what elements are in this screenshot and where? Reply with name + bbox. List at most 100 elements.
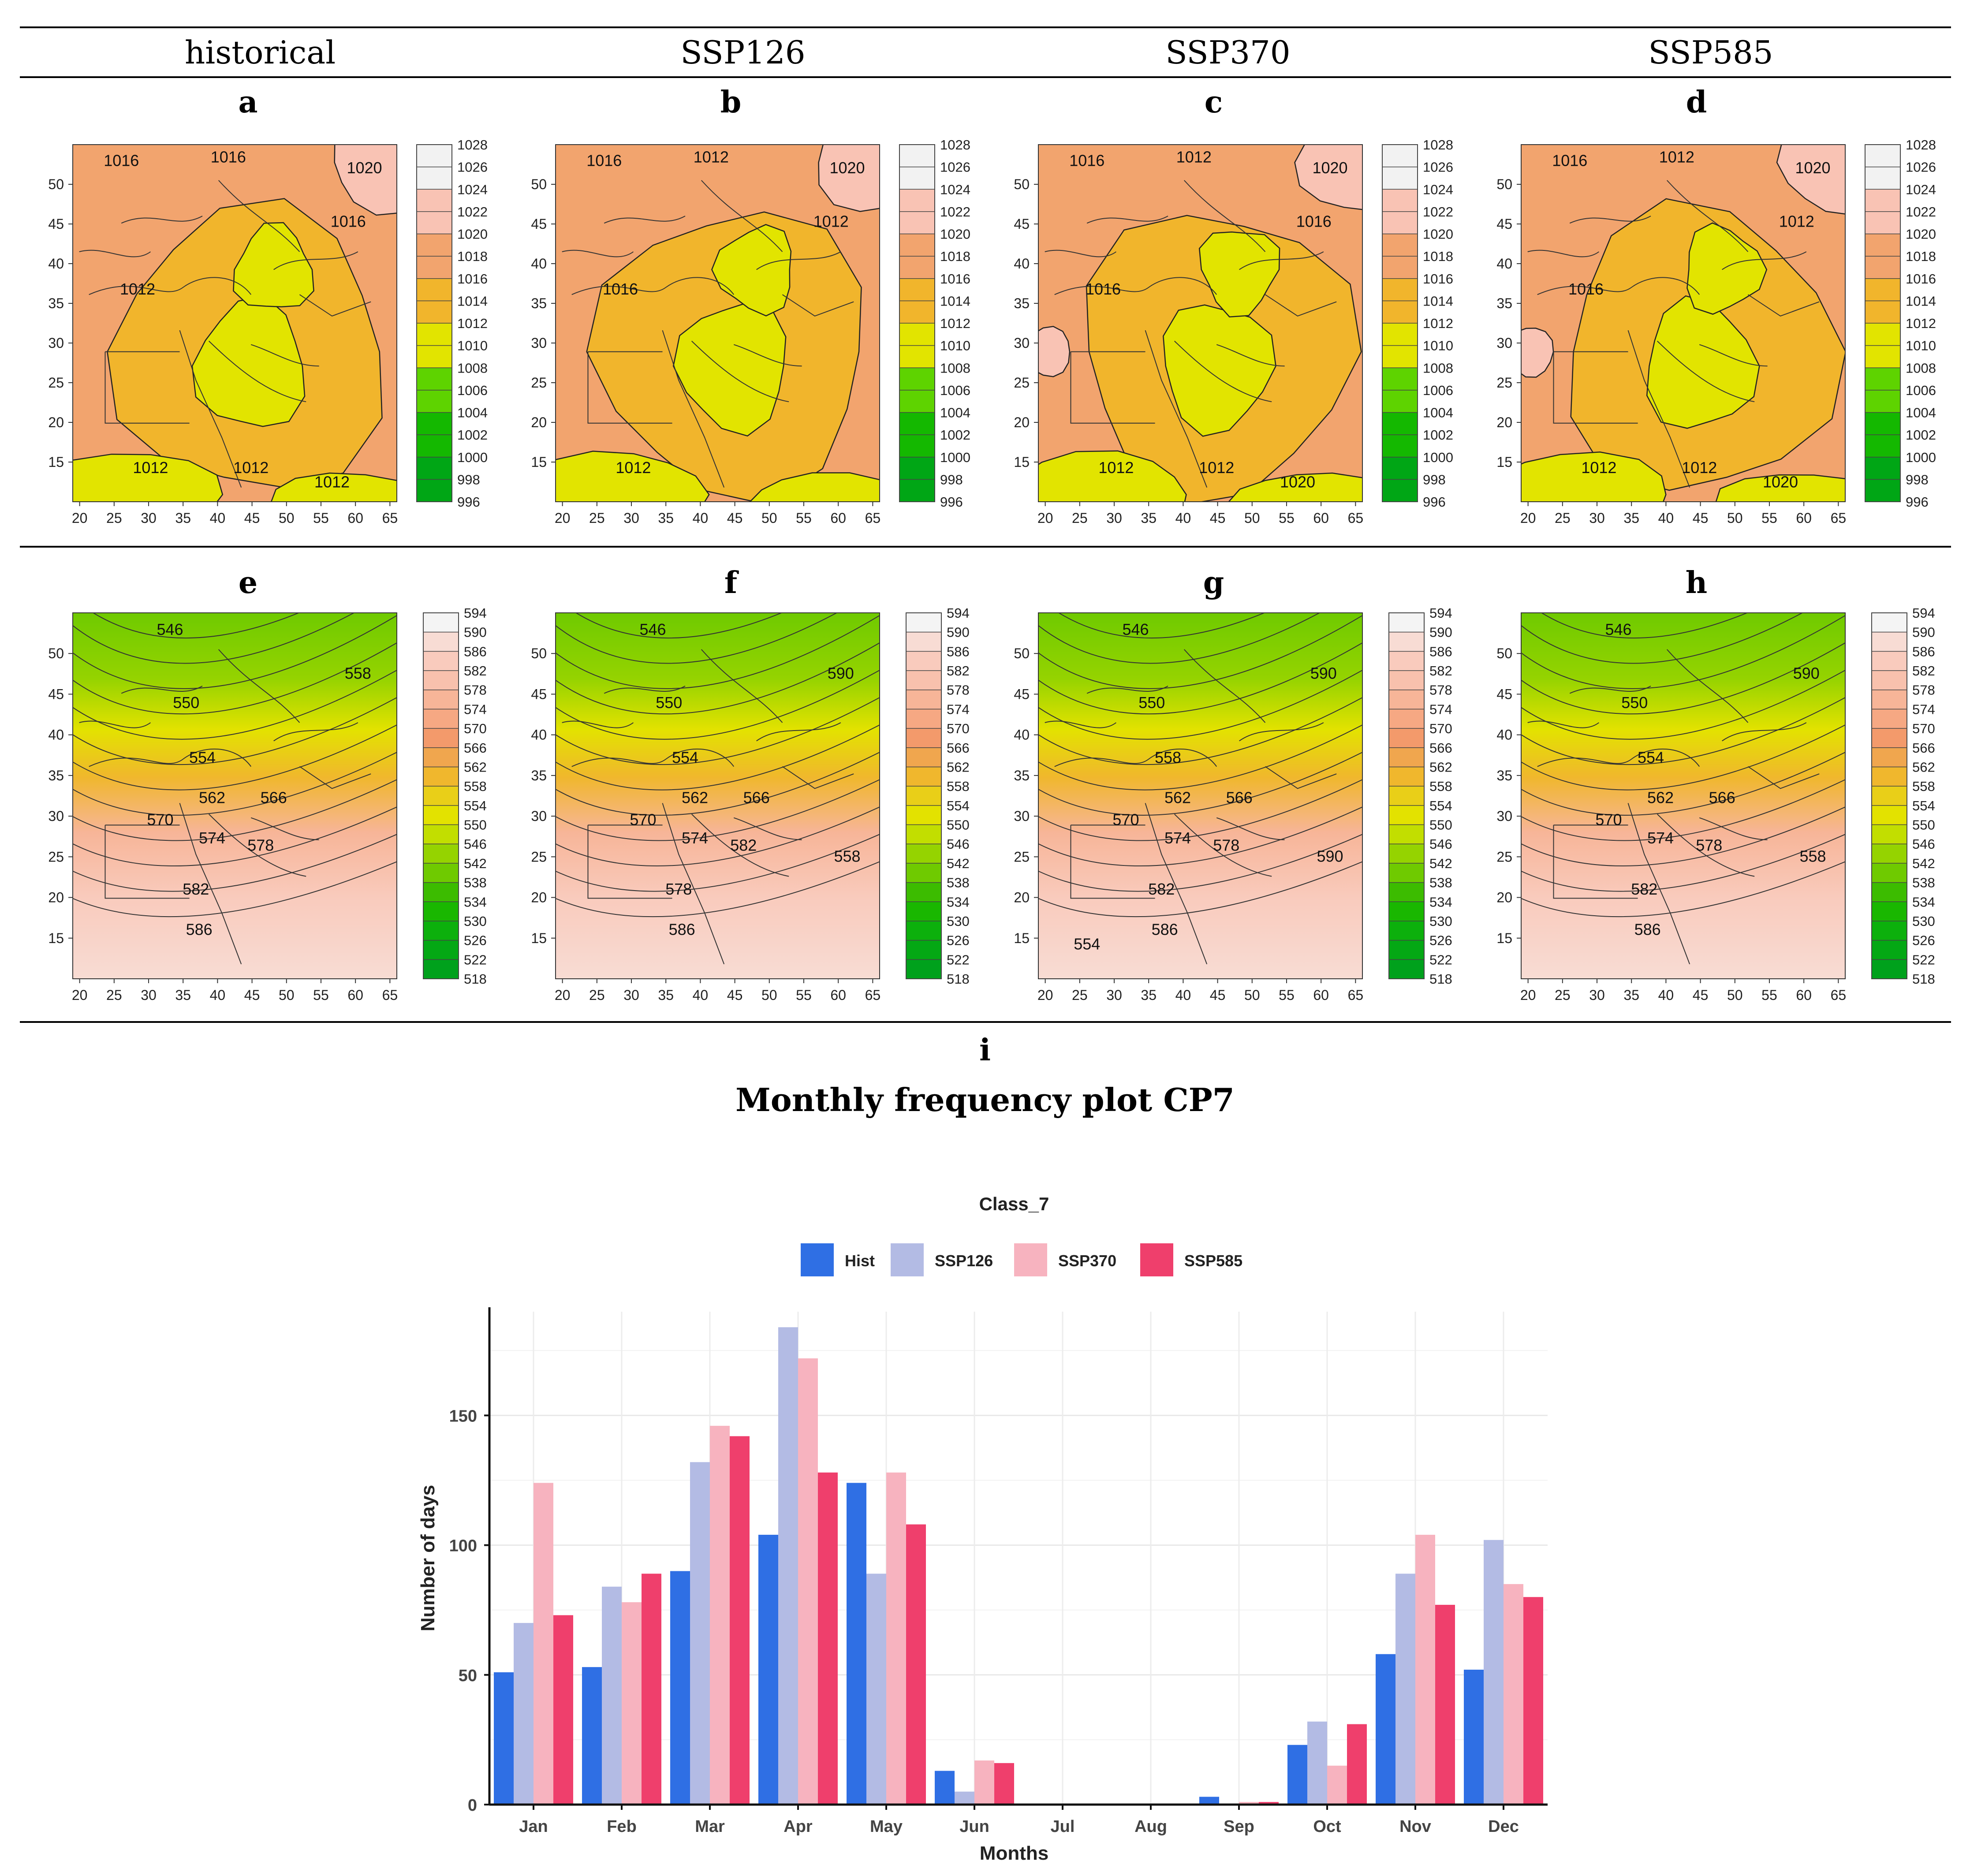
map-x-tick-label: 60	[347, 987, 363, 1003]
x-tick-label: Feb	[607, 1817, 637, 1836]
slp-area-1010	[1228, 472, 1362, 502]
map-x-tick-label: 65	[1831, 987, 1847, 1003]
slp-legend-label: 1020	[457, 227, 488, 242]
header-ssp370: SSP370	[1165, 34, 1290, 71]
gph-legend-band	[906, 671, 941, 690]
map-x-tick-label: 40	[1175, 987, 1191, 1003]
header-historical: historical	[185, 34, 336, 71]
bar-ssp370-feb	[622, 1602, 642, 1805]
map-x-tick-label: 65	[865, 510, 881, 526]
gph-contour	[1521, 806, 1845, 867]
slp-legend-label: 1006	[1906, 383, 1936, 398]
legend-swatch-ssp126	[891, 1243, 924, 1276]
section-i-title: Monthly frequency plot CP7	[735, 1081, 1235, 1119]
slp-legend-band	[1382, 412, 1418, 435]
map-x-tick-label: 35	[1623, 987, 1639, 1003]
bar-hist-jan	[494, 1672, 514, 1805]
gph-legend-band	[423, 747, 459, 767]
x-tick-label: Apr	[784, 1817, 813, 1836]
map-x-tick-label: 30	[1589, 510, 1605, 526]
gph-legend-label: 590	[947, 625, 970, 640]
slp-legend-label: 1026	[1906, 160, 1936, 175]
map-y-tick-label: 25	[1496, 375, 1512, 391]
slp-area-1010	[233, 222, 314, 308]
gph-base	[1038, 613, 1362, 979]
slp-area-1010	[191, 295, 306, 427]
slp-area-1010	[556, 451, 710, 502]
slp-legend-label: 996	[1906, 494, 1929, 510]
gph-legend-band	[1389, 671, 1424, 690]
legend-swatch-hist	[801, 1243, 834, 1276]
slp-legend-band	[899, 390, 935, 413]
slp-legend-label: 1018	[1906, 249, 1936, 264]
gph-contour	[556, 697, 880, 765]
map-x-tick-label: 25	[589, 510, 605, 526]
bar-hist-sep	[1199, 1797, 1219, 1805]
gph-legend-band	[906, 767, 941, 787]
map-y-tick-label: 25	[1014, 375, 1030, 391]
gph-legend-band	[906, 940, 941, 960]
slp-legend-band	[899, 145, 935, 167]
slp-legend-label: 1016	[1906, 271, 1936, 287]
panel-letter-g: g	[1203, 565, 1224, 600]
slp-legend-label: 1002	[1423, 427, 1453, 443]
legend-label-hist: Hist	[845, 1252, 875, 1270]
map-coastline	[250, 344, 319, 367]
gph-contour	[556, 779, 880, 841]
map-y-tick-label: 40	[48, 256, 64, 272]
maps-layer: a 1016 1012 1020 1016 1016 1012 1012 1012 20 25 30 3…	[48, 85, 1936, 1003]
map-coastline	[1086, 216, 1168, 224]
map-coastline	[1086, 686, 1168, 694]
slp-legend-band	[1865, 234, 1900, 257]
gph-contour	[73, 613, 355, 664]
map-y-tick-label: 25	[1496, 849, 1512, 865]
map-x-tick-label: 60	[1796, 987, 1812, 1003]
map-y-tick-label: 30	[531, 808, 547, 824]
map-coastline	[121, 686, 203, 694]
gph-legend-label: 542	[1912, 856, 1935, 871]
gph-legend-band	[1872, 747, 1907, 767]
map-coastline	[587, 825, 672, 899]
bar-hist-mar	[670, 1571, 690, 1805]
slp-contour-label: 1012	[616, 459, 651, 477]
gph-contour-label: 550	[656, 694, 682, 712]
gph-contour-label: 590	[828, 664, 854, 682]
map-x-tick-label: 65	[865, 987, 881, 1003]
map-coastline	[662, 803, 725, 965]
gph-legend-band	[423, 767, 459, 787]
slp-area-1010	[749, 472, 880, 502]
gph-contour-label: 578	[665, 880, 692, 898]
slp-contour-label: 1012	[1581, 459, 1616, 477]
gph-legend-label: 582	[1912, 663, 1935, 679]
gph-legend-band	[906, 805, 941, 825]
x-tick-label: Oct	[1313, 1817, 1341, 1836]
bar-ssp126-nov	[1395, 1574, 1415, 1805]
gph-legend-label: 570	[1912, 721, 1935, 736]
slp-legend-frame	[416, 144, 452, 502]
map-y-tick-label: 20	[48, 414, 64, 430]
map-x-tick-label: 50	[761, 987, 777, 1003]
map-y-tick-label: 30	[1496, 335, 1512, 351]
bar-chart: Class_7 Hist SSP126 SSP370 SSP585 0 50 100 150 Ja…	[417, 1193, 1548, 1864]
slp-area-1010	[711, 224, 792, 317]
panel-letter-i: i	[979, 1033, 991, 1068]
gph-contour-label: 566	[1226, 789, 1253, 807]
gph-legend-band	[1872, 728, 1907, 748]
map-y-tick-label: 30	[531, 335, 547, 351]
map-y-tick-label: 20	[1496, 890, 1512, 906]
slp-contour-label: 1016	[1568, 280, 1604, 298]
slp-legend-label: 1000	[1423, 450, 1453, 465]
map-x-tick-label: 35	[1623, 510, 1639, 526]
bar-ssp370-jan	[534, 1483, 553, 1805]
map-y-tick-label: 30	[1014, 808, 1030, 824]
map-y-tick-label: 15	[48, 930, 64, 946]
gph-legend-band	[1389, 690, 1424, 709]
map-coastline	[1239, 722, 1324, 742]
map-coastline	[1174, 813, 1272, 877]
slp-contour-label: 1012	[813, 212, 849, 230]
map-y-tick-label: 35	[48, 295, 64, 311]
map-x-tick-label: 45	[244, 987, 260, 1003]
gph-legend-label: 542	[464, 856, 487, 871]
gph-legend-frame	[906, 612, 942, 979]
map-x-tick-label: 30	[623, 987, 639, 1003]
